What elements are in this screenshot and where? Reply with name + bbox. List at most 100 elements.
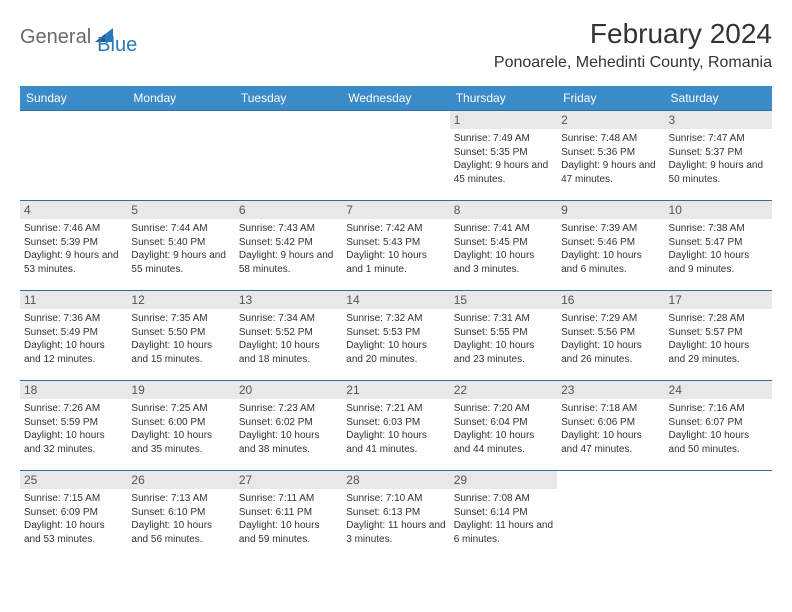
day-info: Sunrise: 7:47 AMSunset: 5:37 PMDaylight:… (669, 132, 768, 186)
day-number: 22 (450, 381, 557, 399)
calendar-day-cell: 25 Sunrise: 7:15 AMSunset: 6:09 PMDayligh… (20, 471, 127, 561)
month-title: February 2024 (494, 18, 772, 50)
day-number: 5 (127, 201, 234, 219)
day-number: 25 (20, 471, 127, 489)
day-info: Sunrise: 7:46 AMSunset: 5:39 PMDaylight:… (24, 222, 123, 276)
calendar-day-cell: 13 Sunrise: 7:34 AMSunset: 5:52 PMDayligh… (235, 291, 342, 381)
calendar-table: Sunday Monday Tuesday Wednesday Thursday… (20, 86, 772, 561)
day-info: Sunrise: 7:43 AMSunset: 5:42 PMDaylight:… (239, 222, 338, 276)
calendar-week-row: 25 Sunrise: 7:15 AMSunset: 6:09 PMDayligh… (20, 471, 772, 561)
calendar-day-cell: 24Sunrise: 7:16 AMSunset: 6:07 PMDayligh… (665, 381, 772, 471)
calendar-day-cell: 15 Sunrise: 7:31 AMSunset: 5:55 PMDayligh… (450, 291, 557, 381)
day-info: Sunrise: 7:42 AMSunset: 5:43 PMDaylight:… (346, 222, 445, 276)
weekday-header: Thursday (450, 86, 557, 111)
calendar-day-cell: 27 Sunrise: 7:11 AMSunset: 6:11 PMDayligh… (235, 471, 342, 561)
day-info: Sunrise: 7:38 AMSunset: 5:47 PMDaylight:… (669, 222, 768, 276)
day-info: Sunrise: 7:15 AMSunset: 6:09 PMDaylight:… (24, 492, 123, 546)
day-number: 8 (450, 201, 557, 219)
day-number: 18 (20, 381, 127, 399)
day-number: 6 (235, 201, 342, 219)
day-info: Sunrise: 7:11 AMSunset: 6:11 PMDaylight:… (239, 492, 338, 546)
calendar-day-cell: 28 Sunrise: 7:10 AMSunset: 6:13 PMDayligh… (342, 471, 449, 561)
calendar-day-cell (342, 111, 449, 201)
day-info: Sunrise: 7:28 AMSunset: 5:57 PMDaylight:… (669, 312, 768, 366)
day-number: 1 (450, 111, 557, 129)
day-number: 28 (342, 471, 449, 489)
calendar-day-cell: 9Sunrise: 7:39 AMSunset: 5:46 PMDaylight… (557, 201, 664, 291)
day-info: Sunrise: 7:49 AMSunset: 5:35 PMDaylight:… (454, 132, 553, 186)
calendar-week-row: 11 Sunrise: 7:36 AMSunset: 5:49 PMDayligh… (20, 291, 772, 381)
day-number: 10 (665, 201, 772, 219)
logo-text-blue: Blue (97, 34, 137, 57)
day-info: Sunrise: 7:39 AMSunset: 5:46 PMDaylight:… (561, 222, 660, 276)
calendar-day-cell: 6 Sunrise: 7:43 AMSunset: 5:42 PMDaylight… (235, 201, 342, 291)
day-number: 15 (450, 291, 557, 309)
calendar-day-cell (127, 111, 234, 201)
day-info: Sunrise: 7:13 AMSunset: 6:10 PMDaylight:… (131, 492, 230, 546)
logo-text-general: General (20, 26, 91, 49)
calendar-day-cell: 26 Sunrise: 7:13 AMSunset: 6:10 PMDayligh… (127, 471, 234, 561)
day-info: Sunrise: 7:48 AMSunset: 5:36 PMDaylight:… (561, 132, 660, 186)
calendar-day-cell: 14Sunrise: 7:32 AMSunset: 5:53 PMDayligh… (342, 291, 449, 381)
day-number: 12 (127, 291, 234, 309)
day-number: 13 (235, 291, 342, 309)
header: General Blue February 2024 Ponoarele, Me… (20, 18, 772, 72)
day-number: 4 (20, 201, 127, 219)
weekday-header: Monday (127, 86, 234, 111)
day-number: 17 (665, 291, 772, 309)
calendar-day-cell: 29 Sunrise: 7:08 AMSunset: 6:14 PMDayligh… (450, 471, 557, 561)
day-number: 20 (235, 381, 342, 399)
calendar-day-cell: 11 Sunrise: 7:36 AMSunset: 5:49 PMDayligh… (20, 291, 127, 381)
logo: General Blue (20, 18, 137, 57)
day-info: Sunrise: 7:41 AMSunset: 5:45 PMDaylight:… (454, 222, 553, 276)
calendar-day-cell: 12 Sunrise: 7:35 AMSunset: 5:50 PMDayligh… (127, 291, 234, 381)
calendar-day-cell: 3 Sunrise: 7:47 AMSunset: 5:37 PMDaylight… (665, 111, 772, 201)
calendar-day-cell: 18 Sunrise: 7:26 AMSunset: 5:59 PMDayligh… (20, 381, 127, 471)
day-number: 2 (557, 111, 664, 129)
weekday-header-row: Sunday Monday Tuesday Wednesday Thursday… (20, 86, 772, 111)
day-number: 29 (450, 471, 557, 489)
day-number: 11 (20, 291, 127, 309)
day-info: Sunrise: 7:26 AMSunset: 5:59 PMDaylight:… (24, 402, 123, 456)
calendar-week-row: 4 Sunrise: 7:46 AMSunset: 5:39 PMDaylight… (20, 201, 772, 291)
calendar-day-cell: 22 Sunrise: 7:20 AMSunset: 6:04 PMDayligh… (450, 381, 557, 471)
day-number: 16 (557, 291, 664, 309)
calendar-day-cell: 23 Sunrise: 7:18 AMSunset: 6:06 PMDayligh… (557, 381, 664, 471)
day-info: Sunrise: 7:44 AMSunset: 5:40 PMDaylight:… (131, 222, 230, 276)
calendar-day-cell (235, 111, 342, 201)
day-info: Sunrise: 7:10 AMSunset: 6:13 PMDaylight:… (346, 492, 445, 546)
day-info: Sunrise: 7:31 AMSunset: 5:55 PMDaylight:… (454, 312, 553, 366)
day-info: Sunrise: 7:20 AMSunset: 6:04 PMDaylight:… (454, 402, 553, 456)
day-info: Sunrise: 7:23 AMSunset: 6:02 PMDaylight:… (239, 402, 338, 456)
day-info: Sunrise: 7:29 AMSunset: 5:56 PMDaylight:… (561, 312, 660, 366)
day-info: Sunrise: 7:34 AMSunset: 5:52 PMDaylight:… (239, 312, 338, 366)
weekday-header: Friday (557, 86, 664, 111)
weekday-header: Saturday (665, 86, 772, 111)
calendar-week-row: 1 Sunrise: 7:49 AMSunset: 5:35 PMDaylight… (20, 111, 772, 201)
calendar-day-cell: 17 Sunrise: 7:28 AMSunset: 5:57 PMDayligh… (665, 291, 772, 381)
calendar-day-cell: 21Sunrise: 7:21 AMSunset: 6:03 PMDayligh… (342, 381, 449, 471)
day-number: 19 (127, 381, 234, 399)
day-number: 24 (665, 381, 772, 399)
calendar-day-cell: 19Sunrise: 7:25 AMSunset: 6:00 PMDayligh… (127, 381, 234, 471)
day-info: Sunrise: 7:36 AMSunset: 5:49 PMDaylight:… (24, 312, 123, 366)
calendar-day-cell (20, 111, 127, 201)
calendar-day-cell (557, 471, 664, 561)
calendar-day-cell: 4 Sunrise: 7:46 AMSunset: 5:39 PMDaylight… (20, 201, 127, 291)
day-number: 14 (342, 291, 449, 309)
day-info: Sunrise: 7:08 AMSunset: 6:14 PMDaylight:… (454, 492, 553, 546)
calendar-day-cell: 16 Sunrise: 7:29 AMSunset: 5:56 PMDayligh… (557, 291, 664, 381)
calendar-day-cell: 1 Sunrise: 7:49 AMSunset: 5:35 PMDaylight… (450, 111, 557, 201)
day-number: 26 (127, 471, 234, 489)
calendar-day-cell: 8 Sunrise: 7:41 AMSunset: 5:45 PMDaylight… (450, 201, 557, 291)
day-info: Sunrise: 7:18 AMSunset: 6:06 PMDaylight:… (561, 402, 660, 456)
calendar-day-cell: 10 Sunrise: 7:38 AMSunset: 5:47 PMDayligh… (665, 201, 772, 291)
day-number: 23 (557, 381, 664, 399)
calendar-day-cell: 20 Sunrise: 7:23 AMSunset: 6:02 PMDayligh… (235, 381, 342, 471)
day-number: 3 (665, 111, 772, 129)
calendar-body: 1 Sunrise: 7:49 AMSunset: 5:35 PMDaylight… (20, 111, 772, 561)
day-number: 7 (342, 201, 449, 219)
day-info: Sunrise: 7:35 AMSunset: 5:50 PMDaylight:… (131, 312, 230, 366)
day-number: 27 (235, 471, 342, 489)
weekday-header: Tuesday (235, 86, 342, 111)
